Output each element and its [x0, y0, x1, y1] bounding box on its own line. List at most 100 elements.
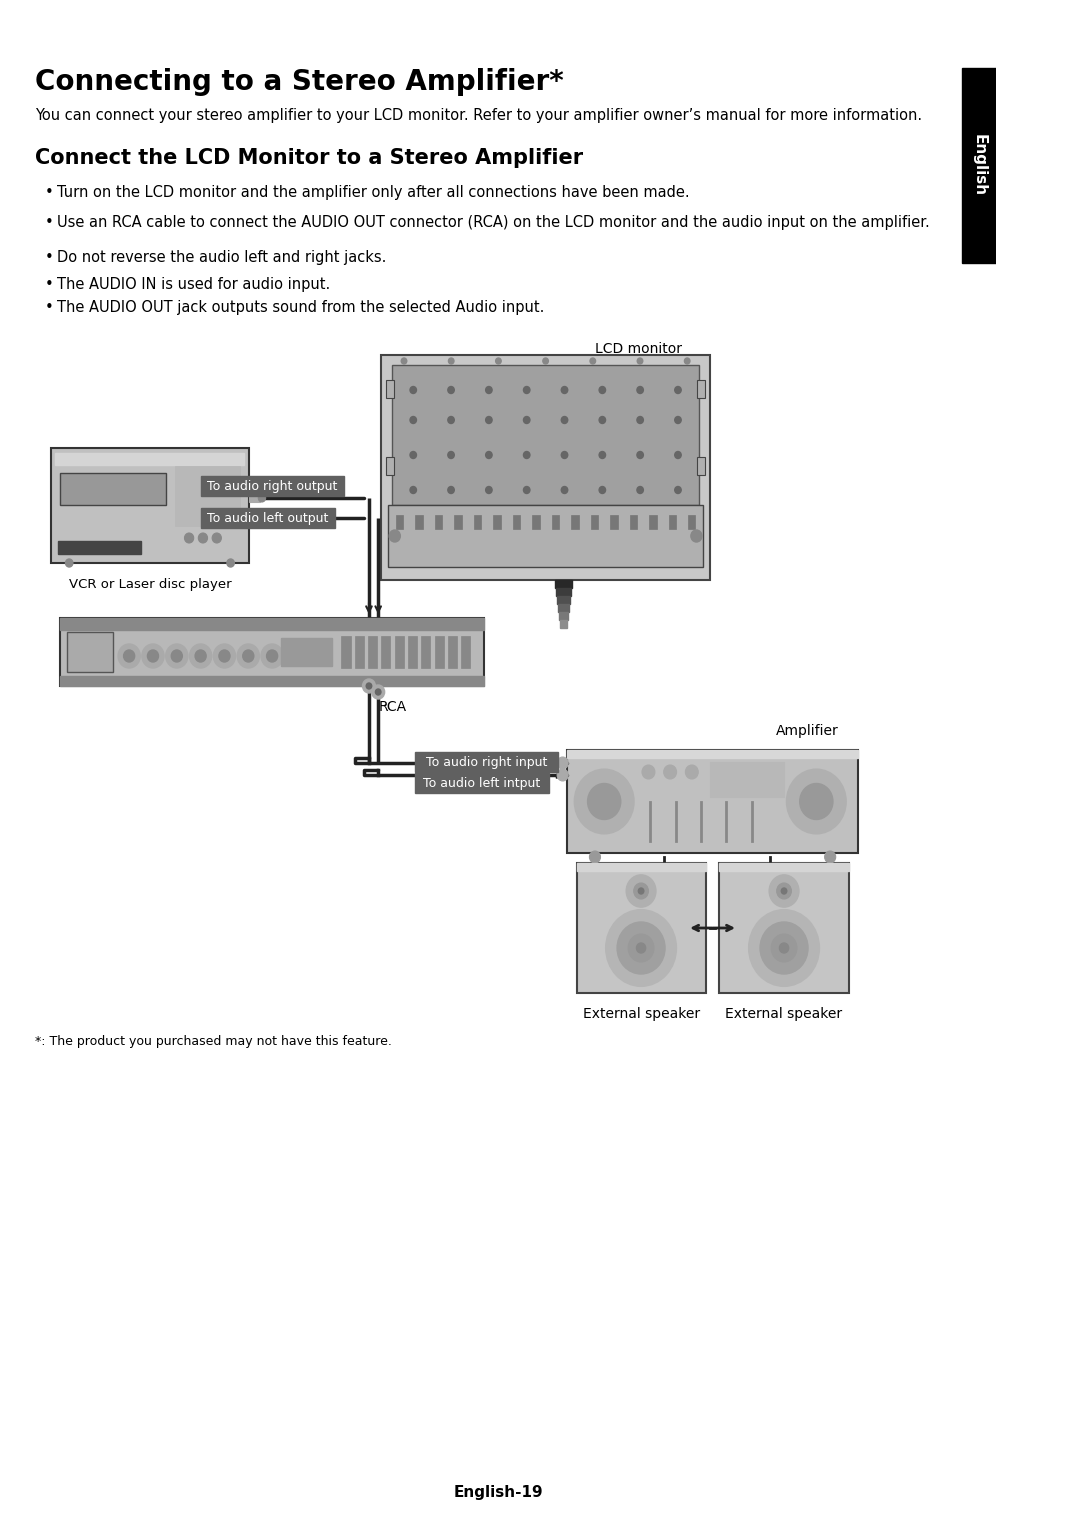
Circle shape — [637, 387, 644, 394]
Circle shape — [227, 559, 234, 567]
Circle shape — [588, 784, 621, 819]
Text: Use an RCA cable to connect the AUDIO OUT connector (RCA) on the LCD monitor and: Use an RCA cable to connect the AUDIO OU… — [57, 215, 930, 231]
Circle shape — [389, 530, 401, 542]
Bar — [557, 596, 570, 604]
Circle shape — [486, 417, 492, 423]
Bar — [387, 457, 394, 475]
Bar — [577, 863, 705, 871]
Circle shape — [258, 494, 266, 503]
Circle shape — [769, 876, 799, 908]
Text: You can connect your stereo amplifier to your LCD monitor. Refer to your amplifi: You can connect your stereo amplifier to… — [35, 108, 922, 122]
Circle shape — [771, 934, 797, 963]
Bar — [434, 515, 442, 529]
Circle shape — [363, 678, 376, 694]
Circle shape — [637, 451, 644, 458]
Circle shape — [448, 451, 455, 458]
Circle shape — [636, 943, 646, 953]
Bar — [201, 507, 335, 529]
Bar — [719, 863, 849, 871]
Bar — [60, 617, 484, 630]
Circle shape — [787, 770, 846, 833]
Bar — [571, 515, 579, 529]
Circle shape — [626, 876, 656, 908]
Circle shape — [543, 358, 549, 364]
Circle shape — [599, 486, 606, 494]
Circle shape — [799, 784, 833, 819]
Circle shape — [261, 643, 283, 668]
Text: *: The product you purchased may not have this feature.: *: The product you purchased may not hav… — [35, 1034, 392, 1048]
Circle shape — [777, 883, 792, 898]
Circle shape — [629, 934, 654, 963]
Text: 8888: 8888 — [65, 484, 89, 494]
Bar — [513, 515, 521, 529]
Bar — [60, 617, 484, 686]
Circle shape — [562, 451, 568, 458]
Circle shape — [195, 649, 206, 662]
Bar — [389, 504, 703, 567]
Circle shape — [118, 643, 140, 668]
Circle shape — [448, 358, 454, 364]
Text: •: • — [44, 277, 53, 292]
Bar — [249, 513, 260, 523]
Bar — [381, 354, 711, 581]
Text: To audio left output: To audio left output — [207, 512, 328, 524]
Bar — [201, 477, 345, 497]
Circle shape — [606, 911, 676, 986]
Bar — [567, 750, 858, 758]
Bar — [455, 515, 461, 529]
Circle shape — [524, 451, 530, 458]
Text: The AUDIO OUT jack outputs sound from the selected Audio input.: The AUDIO OUT jack outputs sound from th… — [57, 299, 544, 315]
Bar — [577, 863, 705, 993]
Circle shape — [214, 643, 235, 668]
Bar — [552, 515, 559, 529]
Bar — [698, 457, 705, 475]
Circle shape — [557, 756, 568, 769]
Text: Do not reverse the audio left and right jacks.: Do not reverse the audio left and right … — [57, 251, 387, 264]
Bar — [354, 636, 364, 668]
Circle shape — [675, 387, 681, 394]
Circle shape — [617, 921, 665, 973]
Circle shape — [448, 387, 455, 394]
Circle shape — [366, 683, 372, 689]
Bar — [67, 633, 113, 672]
Circle shape — [691, 530, 702, 542]
Bar — [555, 581, 572, 588]
Circle shape — [165, 643, 188, 668]
Circle shape — [524, 417, 530, 423]
Bar — [669, 515, 676, 529]
Circle shape — [664, 766, 676, 779]
Circle shape — [562, 387, 568, 394]
Circle shape — [267, 649, 278, 662]
Circle shape — [258, 513, 266, 523]
Text: To audio left intput: To audio left intput — [423, 776, 541, 790]
Circle shape — [638, 888, 644, 894]
Circle shape — [562, 417, 568, 423]
Bar — [55, 452, 244, 465]
Bar — [415, 515, 422, 529]
Text: To audio right output: To audio right output — [207, 480, 338, 492]
Circle shape — [780, 943, 788, 953]
Circle shape — [410, 451, 417, 458]
Bar — [556, 588, 571, 596]
Bar — [461, 636, 471, 668]
Bar — [610, 515, 618, 529]
Circle shape — [562, 486, 568, 494]
Bar — [532, 515, 540, 529]
Circle shape — [524, 387, 530, 394]
Circle shape — [524, 486, 530, 494]
Bar — [395, 515, 403, 529]
Text: •: • — [44, 215, 53, 231]
Circle shape — [760, 921, 808, 973]
Circle shape — [410, 387, 417, 394]
Bar — [281, 639, 332, 666]
Bar — [719, 863, 849, 993]
Circle shape — [599, 417, 606, 423]
Circle shape — [750, 911, 819, 986]
Text: RCA: RCA — [378, 700, 406, 714]
Circle shape — [599, 451, 606, 458]
Bar — [421, 636, 431, 668]
Bar — [381, 636, 391, 668]
Circle shape — [575, 770, 634, 833]
Circle shape — [642, 766, 654, 779]
Circle shape — [123, 649, 135, 662]
